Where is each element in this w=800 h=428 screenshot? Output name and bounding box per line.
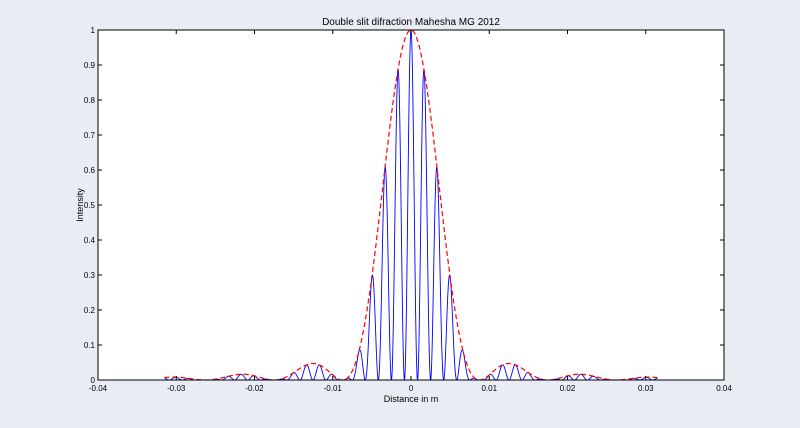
y-tick-label: 0.9 xyxy=(84,61,96,70)
x-tick-label: 0.03 xyxy=(638,384,654,393)
y-tick-label: 0.1 xyxy=(84,341,96,350)
y-tick-label: 0 xyxy=(91,376,96,385)
x-tick-label: 0.04 xyxy=(716,384,732,393)
y-tick-label: 0.3 xyxy=(84,271,96,280)
y-tick-label: 0.5 xyxy=(84,201,96,210)
y-tick-label: 0.2 xyxy=(84,306,96,315)
y-axis-label: Intensity xyxy=(75,188,85,222)
y-tick-label: 0.8 xyxy=(84,96,96,105)
plot-area xyxy=(98,30,724,380)
chart-title: Double slit difraction Mahesha MG 2012 xyxy=(322,17,500,28)
x-tick-label: 0.02 xyxy=(560,384,576,393)
y-tick-label: 0.6 xyxy=(84,166,96,175)
x-tick-label: -0.01 xyxy=(324,384,343,393)
y-tick-label: 0.4 xyxy=(84,236,96,245)
x-tick-label: 0.01 xyxy=(481,384,497,393)
axis-ticks: -0.04 -0.03 -0.02 -0.01 0 0.01 0.02 0.03 0.04 0 0.… xyxy=(84,26,732,393)
x-tick-label: 0 xyxy=(409,384,414,393)
x-axis-label: Distance in m xyxy=(384,394,439,404)
y-tick-label: 0.7 xyxy=(84,131,96,140)
x-tick-label: -0.03 xyxy=(167,384,186,393)
series-envelope-line xyxy=(164,30,658,380)
x-tick-label: -0.04 xyxy=(89,384,108,393)
y-tick-label: 1 xyxy=(91,26,96,35)
x-tick-label: -0.02 xyxy=(245,384,264,393)
